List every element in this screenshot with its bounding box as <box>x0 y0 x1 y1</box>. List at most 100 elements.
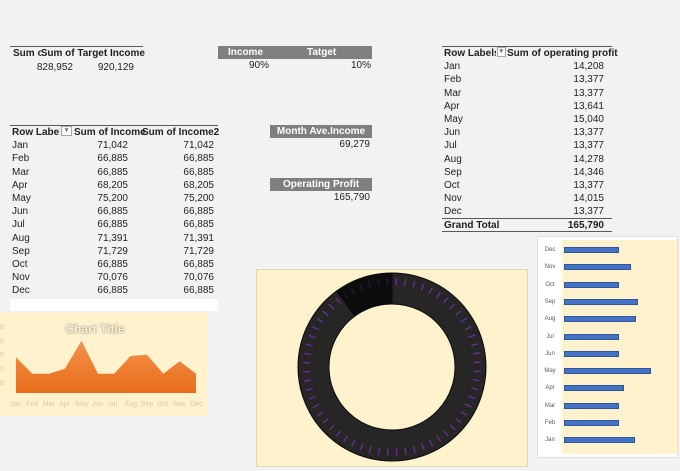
income-value: 66,885 <box>74 152 140 165</box>
y-axis-label: Jun <box>540 351 560 357</box>
row-labels-header[interactable]: Row Labels <box>442 47 496 60</box>
month-ave-income-value[interactable]: 69,279 <box>270 138 372 152</box>
bar[interactable] <box>564 247 619 253</box>
y-axis-label: Nov <box>540 264 560 270</box>
bar[interactable] <box>564 420 619 426</box>
income-target-percent: Income Tatget 90% 10% <box>218 46 372 73</box>
x-axis-label: Nov <box>174 401 186 408</box>
income-pivot: Row Labels ▾ Sum of Income Sum of Income… <box>10 125 218 311</box>
value-sum-of-target-income[interactable]: 920,129 <box>73 61 134 75</box>
month-label: Jan <box>442 60 502 73</box>
operating-profit-value: 14,278 <box>513 153 612 166</box>
income-value: 71,391 <box>74 232 140 245</box>
value-sum-of-income[interactable]: 828,952 <box>10 61 73 75</box>
y-axis-label: Dec <box>540 247 560 253</box>
y-axis-label: Oct <box>540 282 560 288</box>
bar[interactable] <box>564 299 638 305</box>
filter-dropdown-icon[interactable]: ▾ <box>497 47 506 57</box>
header-sum-of-income[interactable]: Sum of Incom <box>10 47 41 61</box>
row-labels-header[interactable]: Row Labels <box>10 126 60 139</box>
target-percent[interactable]: 10% <box>269 59 372 73</box>
operating-profit-pivot: Row Labels ▾ Sum of operating profit Jan… <box>442 46 612 232</box>
table-row[interactable]: Apr 13,641 <box>442 100 612 113</box>
month-label: Mar <box>442 87 502 100</box>
header-sum-of-target-income[interactable]: Sum of Target Income <box>41 47 145 61</box>
bar[interactable] <box>564 334 619 340</box>
income-percent[interactable]: 90% <box>218 59 269 73</box>
target-header[interactable]: Tatget <box>295 46 372 59</box>
y-axis-label: Feb <box>540 420 560 426</box>
svg-text:00: 00 <box>0 352 4 359</box>
income2-value: 66,885 <box>140 258 217 271</box>
bar[interactable] <box>564 282 619 288</box>
bar[interactable] <box>564 316 636 322</box>
operating-profit-value[interactable]: 165,790 <box>270 191 372 205</box>
bar[interactable] <box>564 368 651 374</box>
bar[interactable] <box>564 437 635 443</box>
bar[interactable] <box>564 351 619 357</box>
operating-profit-value: 13,377 <box>513 73 612 86</box>
sum-operating-profit-header[interactable]: Sum of operating profit <box>506 47 612 60</box>
filter-dropdown-icon[interactable]: ▾ <box>61 126 72 136</box>
grand-total-value: 165,790 <box>513 219 612 230</box>
chart-title[interactable]: Chart Title <box>0 322 190 336</box>
month-label: Feb <box>10 152 74 165</box>
bar[interactable] <box>564 385 624 391</box>
income-value: 66,885 <box>74 258 140 271</box>
grand-total-row[interactable]: Grand Total 165,790 <box>442 218 612 231</box>
operating-profit-label[interactable]: Operating Profit <box>270 178 372 191</box>
month-label: Nov <box>442 192 502 205</box>
month-average-income-card: Month Ave.Income 69,279 <box>270 125 372 152</box>
bar[interactable] <box>564 403 619 409</box>
income-target-donut-chart[interactable] <box>256 269 528 467</box>
income-value: 75,200 <box>74 192 140 205</box>
month-label: Aug <box>10 232 74 245</box>
x-axis-label: Oct <box>157 401 168 408</box>
income-value: 70,076 <box>74 271 140 284</box>
income-value: 71,042 <box>74 139 140 152</box>
x-axis-label: Dec <box>190 401 202 408</box>
income-header[interactable]: Income <box>218 46 295 59</box>
operating-profit-value: 13,641 <box>513 100 612 113</box>
x-axis-label: Jul <box>108 401 117 408</box>
svg-text:00: 00 <box>0 380 4 387</box>
income2-value: 68,205 <box>140 179 217 192</box>
month-ave-income-label[interactable]: Month Ave.Income <box>270 125 372 138</box>
area-series <box>16 341 196 393</box>
sum-of-income-header[interactable]: Sum of Income <box>72 126 142 139</box>
svg-text:00: 00 <box>0 366 4 373</box>
y-axis-label: May <box>540 368 560 374</box>
bar[interactable] <box>564 264 631 270</box>
month-label: Apr <box>442 100 502 113</box>
month-label: Apr <box>10 179 74 192</box>
month-label: Sep <box>10 245 74 258</box>
sum-of-income2-header[interactable]: Sum of Income2 <box>142 126 217 139</box>
month-label: Oct <box>10 258 74 271</box>
income-area-chart[interactable]: 0000000000 Chart Title JanFebMarAprMayJu… <box>0 312 208 416</box>
income2-value: 66,885 <box>140 218 217 231</box>
